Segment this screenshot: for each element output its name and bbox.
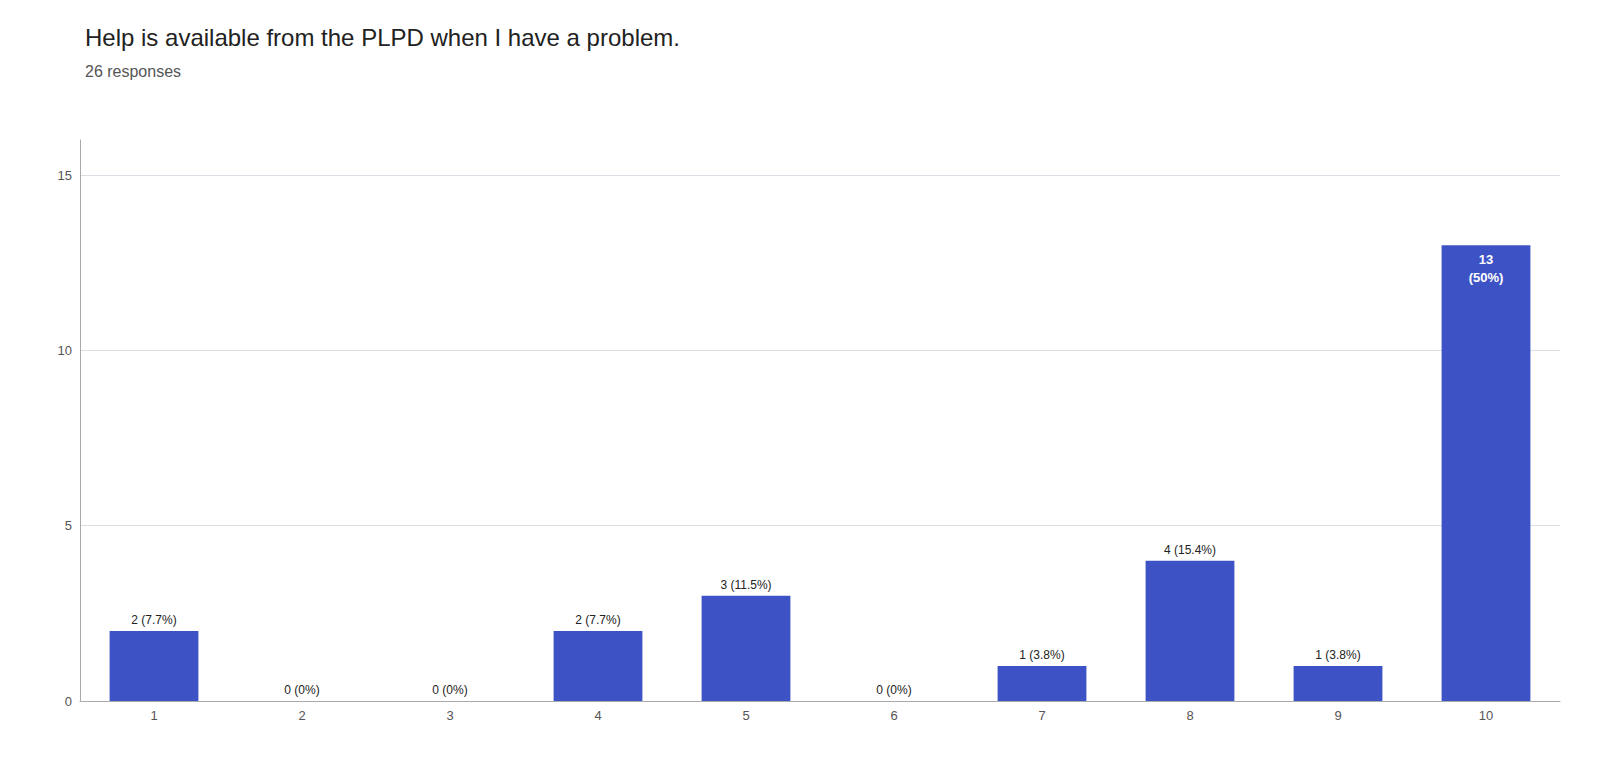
svg-text:5: 5 [65,518,72,533]
svg-text:4: 4 [594,708,601,723]
svg-text:3 (11.5%): 3 (11.5%) [720,578,771,592]
svg-text:2 (7.7%): 2 (7.7%) [575,613,620,627]
svg-text:7: 7 [1038,708,1045,723]
svg-text:13: 13 [1479,252,1493,267]
svg-text:1 (3.8%): 1 (3.8%) [1019,648,1064,662]
svg-text:6: 6 [890,708,897,723]
svg-text:0 (0%): 0 (0%) [432,683,467,697]
svg-text:26 responses: 26 responses [85,63,181,80]
svg-text:Help is available from the PLP: Help is available from the PLPD when I h… [85,24,680,51]
svg-text:0 (0%): 0 (0%) [876,683,911,697]
svg-text:4 (15.4%): 4 (15.4%) [1164,543,1216,557]
svg-text:3: 3 [446,708,453,723]
svg-text:(50%): (50%) [1469,270,1504,285]
svg-text:9: 9 [1334,708,1341,723]
svg-text:15: 15 [58,168,72,183]
svg-text:10: 10 [1479,708,1493,723]
svg-text:2: 2 [298,708,305,723]
svg-text:2 (7.7%): 2 (7.7%) [131,613,176,627]
svg-text:0 (0%): 0 (0%) [284,683,319,697]
svg-text:1: 1 [150,708,157,723]
svg-text:1 (3.8%): 1 (3.8%) [1315,648,1360,662]
svg-text:5: 5 [742,708,749,723]
svg-text:0: 0 [65,694,72,709]
svg-text:10: 10 [58,343,72,358]
svg-text:8: 8 [1186,708,1193,723]
